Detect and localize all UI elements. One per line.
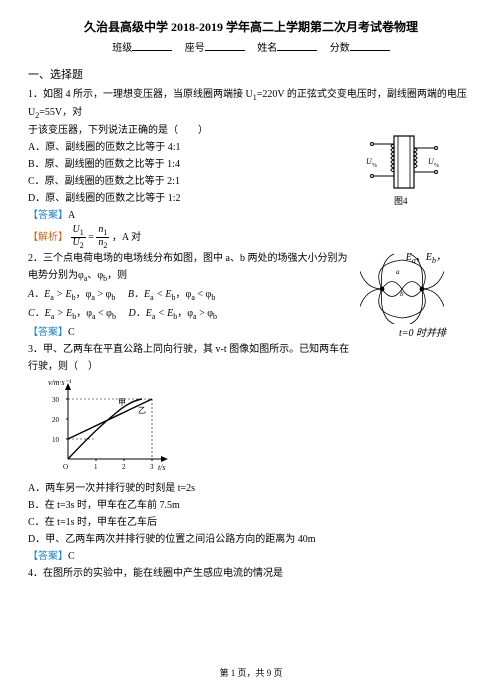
answer-value: C <box>68 551 75 562</box>
transformer-figure: U% U% 图4 <box>364 134 444 214</box>
svg-text:O: O <box>63 463 68 471</box>
answer-label: 【答案】 <box>28 210 68 221</box>
blank-class[interactable] <box>132 50 172 51</box>
answer-label: 【答案】 <box>28 327 68 338</box>
svg-text:20: 20 <box>52 416 60 424</box>
q3-opt-d: D．甲、乙两车两次并排行驶的位置之间沿公路方向的距离为 40m <box>28 532 474 548</box>
q2-stem: 2．三个点电荷电场的电场线分布如图，图中 a、b 两处的场强大小分别为 <box>28 251 358 267</box>
q1-text-a: 1．如图 4 所示，一理想变压器，当原线圈两端接 U <box>28 89 253 100</box>
svg-text:1: 1 <box>94 463 98 471</box>
q3-right-meta: t=0 时并排 <box>399 326 446 342</box>
label-seat: 座号 <box>185 43 205 54</box>
q3-opt-c: C．在 t=1s 时，甲车在乙车后 <box>28 515 474 531</box>
answer-value: A <box>68 210 75 221</box>
section-heading: 一、选择题 <box>28 67 474 85</box>
fraction-left: U1 U2 <box>71 225 86 250</box>
q3-opt-a: A．两车另一次并排行驶的时刻是 t=2s <box>28 481 474 497</box>
answer-label: 【答案】 <box>28 551 68 562</box>
svg-text:图4: 图4 <box>394 196 408 206</box>
q3-stem-2: 行驶，则（ ） <box>28 359 474 375</box>
svg-text:30: 30 <box>52 396 60 404</box>
exam-title: 久治县高级中学 2018-2019 学年高二上学期第二次月考试卷物理 <box>28 18 474 37</box>
blank-seat[interactable] <box>205 50 245 51</box>
q3-opt-b: B．在 t=3s 时，甲车在乙车前 7.5m <box>28 498 474 514</box>
analysis-label: 【解析】 <box>28 232 68 243</box>
svg-text:b: b <box>400 290 404 298</box>
svg-text:2: 2 <box>122 463 126 471</box>
answer-value: C <box>68 327 75 338</box>
svg-text:a: a <box>396 268 400 276</box>
q1-analysis: 【解析】 U1 U2 = n1 n2 ，A 对 <box>28 225 474 250</box>
q3-stem: 3．甲、乙两车在平直公路上同向行驶，其 v-t 图像如图所示。已知两车在 <box>28 342 368 358</box>
label-score: 分数 <box>330 43 350 54</box>
fraction-right: n1 n2 <box>96 225 109 250</box>
blank-score[interactable] <box>350 50 390 51</box>
page-footer: 第 1 页，共 9 页 <box>0 666 502 680</box>
field-figure: a b <box>360 254 444 330</box>
q1-stem: 1．如图 4 所示，一理想变压器，当原线圈两端接 U1=220V 的正弦式交变电… <box>28 87 474 123</box>
analysis-text: ，A 对 <box>112 232 141 243</box>
blank-name[interactable] <box>277 50 317 51</box>
header-blanks: 班级 座号 姓名 分数 <box>28 41 474 57</box>
vt-graph: v/m·s⁻¹ 10 20 30 1 2 3 t/s O 甲 乙 <box>46 377 474 479</box>
label-name: 姓名 <box>257 43 277 54</box>
eq-sign: = <box>88 232 96 243</box>
svg-text:%: % <box>372 163 377 169</box>
svg-text:%: % <box>434 163 439 169</box>
page-content: 久治县高级中学 2018-2019 学年高二上学期第二次月考试卷物理 班级 座号… <box>28 18 474 582</box>
q3-answer: 【答案】C <box>28 549 474 565</box>
svg-text:3: 3 <box>150 463 154 471</box>
label-class: 班级 <box>112 43 132 54</box>
q4-stem: 4．在图所示的实验中，能在线圈中产生感应电流的情况是 <box>28 566 474 582</box>
svg-text:10: 10 <box>52 436 60 444</box>
svg-text:乙: 乙 <box>138 406 146 415</box>
q2-text-a: 2．三个点电荷电场的电场线分布如图，图中 a、b 两处的场强大小分别为 <box>28 253 347 264</box>
svg-text:t/s: t/s <box>158 463 166 472</box>
q1-text-c: =55V，对 <box>39 107 82 118</box>
